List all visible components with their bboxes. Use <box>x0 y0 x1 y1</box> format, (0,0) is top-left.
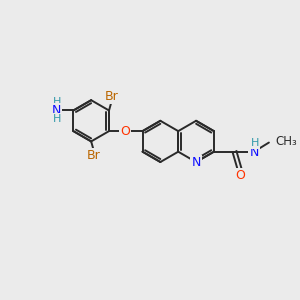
Text: O: O <box>235 169 244 182</box>
Text: N: N <box>52 104 62 117</box>
Text: N: N <box>191 155 201 169</box>
Text: H: H <box>52 113 61 124</box>
Text: Br: Br <box>105 90 119 103</box>
Text: N: N <box>249 146 259 159</box>
Text: H: H <box>52 98 61 107</box>
Text: Br: Br <box>87 149 101 162</box>
Text: O: O <box>120 124 130 138</box>
Text: H: H <box>250 138 259 148</box>
Text: CH₃: CH₃ <box>275 135 297 148</box>
